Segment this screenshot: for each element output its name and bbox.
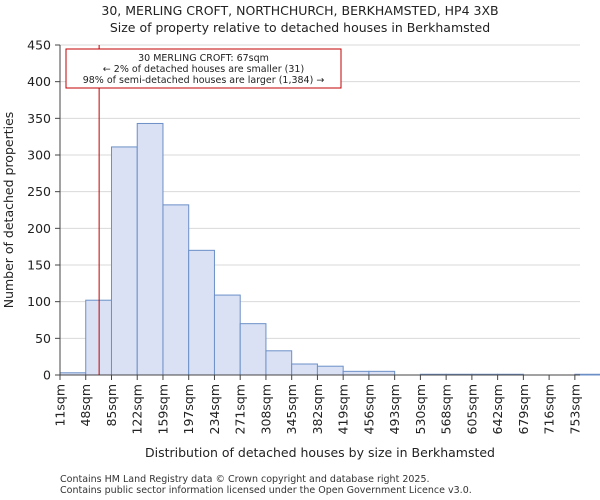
- y-tick-label: 250: [27, 184, 51, 199]
- x-tick-label: 568sqm: [439, 384, 454, 434]
- footer-copyright: Contains HM Land Registry data © Crown c…: [60, 474, 430, 485]
- x-tick-label: 605sqm: [464, 384, 479, 434]
- y-tick-label: 50: [35, 331, 51, 346]
- y-tick-label: 0: [43, 368, 51, 383]
- x-axis-label: Distribution of detached houses by size …: [145, 445, 495, 460]
- x-tick-label: 11sqm: [53, 384, 68, 427]
- histogram-bar: [368, 370, 396, 376]
- y-tick-label: 350: [27, 111, 51, 126]
- annotation-larger: 98% of semi-detached houses are larger (…: [83, 75, 325, 86]
- x-tick-label: 159sqm: [155, 384, 170, 434]
- histogram-bar: [213, 294, 241, 376]
- x-tick-label: 345sqm: [284, 384, 299, 434]
- y-tick-label: 450: [27, 38, 51, 53]
- y-tick-label: 100: [27, 294, 51, 309]
- x-tick-label: 85sqm: [104, 384, 119, 427]
- x-tick-label: 419sqm: [336, 384, 351, 434]
- x-tick-label: 530sqm: [413, 384, 428, 434]
- histogram-bar: [316, 365, 344, 376]
- y-tick-label: 400: [27, 74, 51, 89]
- footer-licence: Contains public sector information licen…: [60, 485, 472, 496]
- histogram-bar: [342, 370, 370, 376]
- chart-title: 30, MERLING CROFT, NORTHCHURCH, BERKHAMS…: [101, 3, 499, 18]
- x-tick-label: 271sqm: [233, 384, 248, 434]
- x-tick-label: 642sqm: [490, 384, 505, 434]
- x-tick-label: 753sqm: [567, 384, 582, 434]
- annotation-title: 30 MERLING CROFT: 67sqm: [138, 53, 269, 64]
- x-tick-label: 122sqm: [130, 384, 145, 434]
- y-axis-label: Number of detached properties: [1, 112, 16, 309]
- histogram-bar: [265, 350, 293, 376]
- annotation-box: [65, 48, 342, 89]
- histogram-bar: [162, 204, 190, 376]
- annotation-smaller: ← 2% of detached houses are smaller (31): [103, 64, 304, 75]
- histogram-bar: [136, 122, 164, 376]
- y-tick-label: 150: [27, 258, 51, 273]
- x-tick-label: 197sqm: [181, 384, 196, 434]
- histogram-bar: [188, 249, 215, 376]
- histogram-bar: [239, 323, 267, 376]
- histogram-chart: 0 50 100 150 200 250 300 350 400 450 11sqm 48sqm 85…: [1, 38, 600, 460]
- y-tick-label: 300: [27, 148, 51, 163]
- y-tick-label: 200: [27, 221, 51, 236]
- x-tick-label: 382sqm: [310, 384, 325, 434]
- x-tick-label: 716sqm: [542, 384, 557, 434]
- x-tick-label: 679sqm: [516, 384, 531, 434]
- x-tick-label: 48sqm: [78, 384, 93, 427]
- x-tick-label: 456sqm: [361, 384, 376, 434]
- histogram-bar: [291, 363, 318, 376]
- chart-subtitle: Size of property relative to detached ho…: [109, 20, 491, 35]
- histogram-bar: [85, 299, 112, 376]
- histogram-bar: [110, 146, 138, 376]
- x-tick-label: 308sqm: [258, 384, 273, 434]
- x-tick-label: 234sqm: [207, 384, 222, 434]
- x-tick-label: 493sqm: [387, 384, 402, 434]
